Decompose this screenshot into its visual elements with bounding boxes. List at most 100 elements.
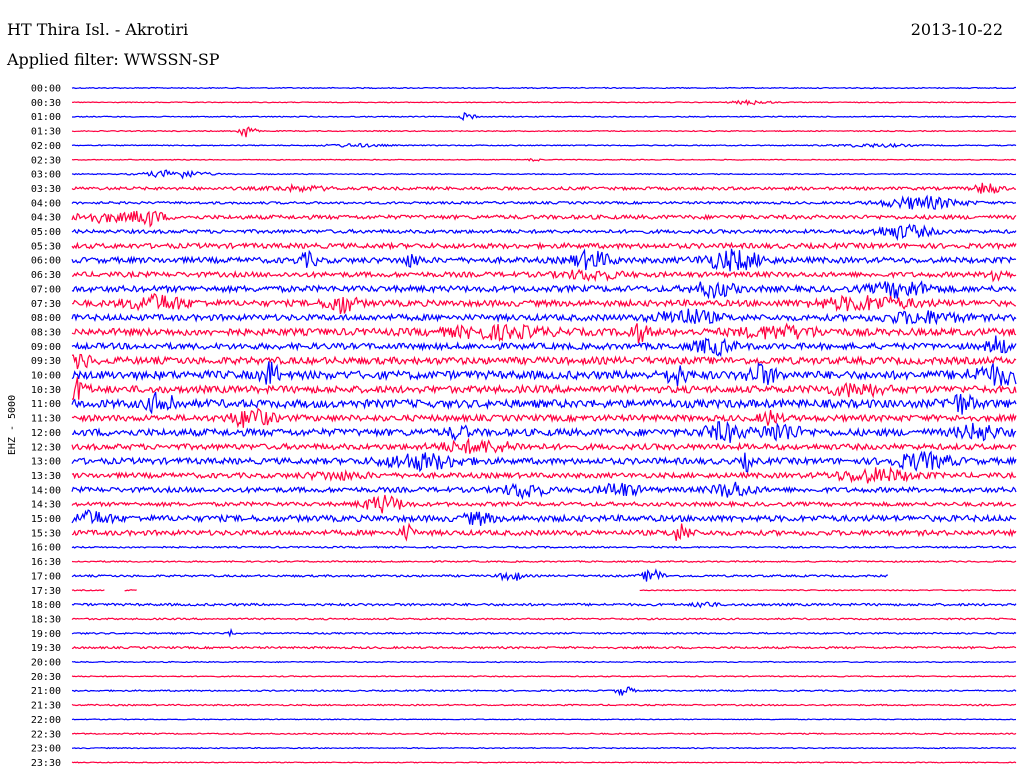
row-time-label: 20:00 <box>31 658 61 669</box>
row-time-label: 08:00 <box>31 313 61 324</box>
trace-row <box>71 335 1017 358</box>
row-time-label: 01:00 <box>31 112 61 123</box>
trace-row <box>71 568 889 582</box>
row-time-label: 16:30 <box>31 557 61 568</box>
trace-row <box>71 194 1017 210</box>
row-time-label: 02:00 <box>31 141 61 152</box>
row-time-label: 14:00 <box>31 485 61 496</box>
row-time-label: 20:30 <box>31 672 61 683</box>
row-time-label: 00:30 <box>31 98 61 109</box>
y-axis-label: EHZ - 5000 <box>7 395 18 455</box>
row-time-label: 21:30 <box>31 701 61 712</box>
trace-row <box>71 112 1017 122</box>
trace-row <box>71 509 1017 526</box>
station-title: HT Thira Isl. - Akrotiri <box>7 20 189 39</box>
row-time-label: 23:00 <box>31 744 61 755</box>
row-time-label: 06:30 <box>31 270 61 281</box>
row-time-label: 12:00 <box>31 428 61 439</box>
row-time-label: 05:00 <box>31 227 61 238</box>
row-time-label: 19:00 <box>31 629 61 640</box>
trace-row <box>71 450 1017 473</box>
row-time-label: 07:00 <box>31 284 61 295</box>
trace-row <box>71 241 1017 251</box>
trace-row <box>71 391 1017 415</box>
trace-row <box>71 248 1017 272</box>
trace-row <box>71 732 1017 736</box>
row-time-label: 10:30 <box>31 385 61 396</box>
trace-row <box>71 142 1017 149</box>
trace-row <box>71 182 1017 194</box>
trace-row <box>71 761 1017 764</box>
trace-row <box>71 686 1017 697</box>
trace-row <box>71 660 1017 664</box>
row-time-label: 13:30 <box>31 471 61 482</box>
filter-label: Applied filter: WWSSN-SP <box>7 50 220 69</box>
trace-row <box>71 268 1017 283</box>
row-time-label: 04:30 <box>31 213 61 224</box>
row-time-label: 17:00 <box>31 571 61 582</box>
trace-row <box>71 494 1017 514</box>
trace-row <box>71 481 1017 501</box>
row-time-label: 21:00 <box>31 686 61 697</box>
trace-row <box>71 377 1017 400</box>
trace-row <box>71 98 1017 106</box>
row-time-label: 12:30 <box>31 442 61 453</box>
trace-row <box>71 420 1017 443</box>
trace-row <box>71 560 1017 564</box>
trace-row <box>71 466 1017 484</box>
trace-row <box>71 322 1017 344</box>
trace-row <box>71 601 1017 609</box>
trace-row <box>71 645 1017 650</box>
trace-row <box>71 292 1017 315</box>
row-time-label: 05:30 <box>31 241 61 252</box>
row-time-label: 06:00 <box>31 256 61 267</box>
row-time-label: 22:00 <box>31 715 61 726</box>
row-time-label: 15:00 <box>31 514 61 525</box>
row-time-label: 09:30 <box>31 356 61 367</box>
trace-row <box>71 169 1017 180</box>
date-label: 2013-10-22 <box>910 20 1003 39</box>
row-time-label: 02:30 <box>31 155 61 166</box>
trace-row <box>71 545 1017 549</box>
trace-row <box>71 703 1017 707</box>
row-time-label: 22:30 <box>31 729 61 740</box>
trace-row <box>71 126 1017 138</box>
row-time-label: 03:00 <box>31 170 61 181</box>
trace-row <box>71 407 1017 429</box>
row-time-label: 01:30 <box>31 127 61 138</box>
trace-row <box>71 627 1017 638</box>
row-time-label: 18:00 <box>31 600 61 611</box>
row-time-label: 14:30 <box>31 500 61 511</box>
row-time-label: 18:30 <box>31 614 61 625</box>
row-time-label: 23:30 <box>31 758 61 769</box>
trace-row <box>71 718 1017 721</box>
trace-row <box>71 210 1017 228</box>
trace-row <box>71 746 1017 750</box>
row-time-label: 03:30 <box>31 184 61 195</box>
trace-row <box>71 223 1017 242</box>
trace-row <box>71 361 1017 387</box>
row-time-label: 11:30 <box>31 414 61 425</box>
row-time-label: 00:00 <box>31 84 61 95</box>
trace-row <box>71 437 1017 454</box>
trace-row <box>71 157 1017 162</box>
row-time-label: 07:30 <box>31 299 61 310</box>
row-time-label: 10:00 <box>31 371 61 382</box>
trace-row <box>71 86 1017 90</box>
row-time-label: 15:30 <box>31 528 61 539</box>
trace-row <box>71 589 1017 592</box>
row-time-label: 08:30 <box>31 327 61 338</box>
row-time-label: 11:00 <box>31 399 61 410</box>
row-time-label: 09:00 <box>31 342 61 353</box>
trace-row <box>71 308 1017 326</box>
trace-row <box>71 353 1017 370</box>
row-time-label: 17:30 <box>31 586 61 597</box>
trace-row <box>71 617 1017 621</box>
row-time-label: 13:00 <box>31 457 61 468</box>
trace-row <box>71 675 1017 678</box>
trace-row <box>71 522 1017 542</box>
row-time-label: 16:00 <box>31 543 61 554</box>
row-time-label: 19:30 <box>31 643 61 654</box>
row-time-label: 04:00 <box>31 198 61 209</box>
